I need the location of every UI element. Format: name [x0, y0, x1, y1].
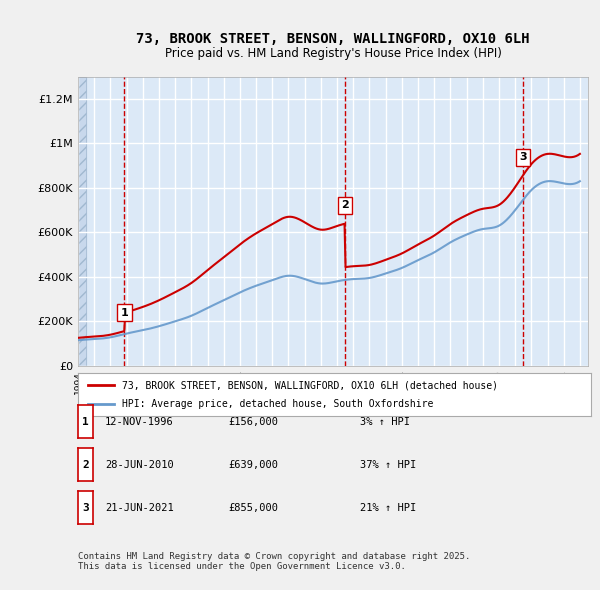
Bar: [78, 77, 86, 366]
Text: 73, BROOK STREET, BENSON, WALLINGFORD, OX10 6LH (detached house): 73, BROOK STREET, BENSON, WALLINGFORD, O…: [122, 381, 497, 391]
Text: 1: 1: [82, 417, 89, 427]
Text: 21-JUN-2021: 21-JUN-2021: [105, 503, 174, 513]
Bar: [78, 77, 86, 366]
Text: 3: 3: [519, 152, 527, 162]
Text: Contains HM Land Registry data © Crown copyright and database right 2025.
This d: Contains HM Land Registry data © Crown c…: [78, 552, 470, 571]
Text: £156,000: £156,000: [228, 417, 278, 427]
Text: 3: 3: [82, 503, 89, 513]
Text: 2: 2: [341, 201, 349, 211]
Text: £639,000: £639,000: [228, 460, 278, 470]
Text: £855,000: £855,000: [228, 503, 278, 513]
Text: Price paid vs. HM Land Registry's House Price Index (HPI): Price paid vs. HM Land Registry's House …: [164, 47, 502, 60]
Text: 3% ↑ HPI: 3% ↑ HPI: [360, 417, 410, 427]
Text: 12-NOV-1996: 12-NOV-1996: [105, 417, 174, 427]
Text: 1: 1: [121, 308, 128, 318]
Text: 2: 2: [82, 460, 89, 470]
Text: 37% ↑ HPI: 37% ↑ HPI: [360, 460, 416, 470]
Text: 21% ↑ HPI: 21% ↑ HPI: [360, 503, 416, 513]
Text: 73, BROOK STREET, BENSON, WALLINGFORD, OX10 6LH: 73, BROOK STREET, BENSON, WALLINGFORD, O…: [136, 32, 530, 47]
Text: 28-JUN-2010: 28-JUN-2010: [105, 460, 174, 470]
Text: HPI: Average price, detached house, South Oxfordshire: HPI: Average price, detached house, Sout…: [122, 399, 433, 409]
